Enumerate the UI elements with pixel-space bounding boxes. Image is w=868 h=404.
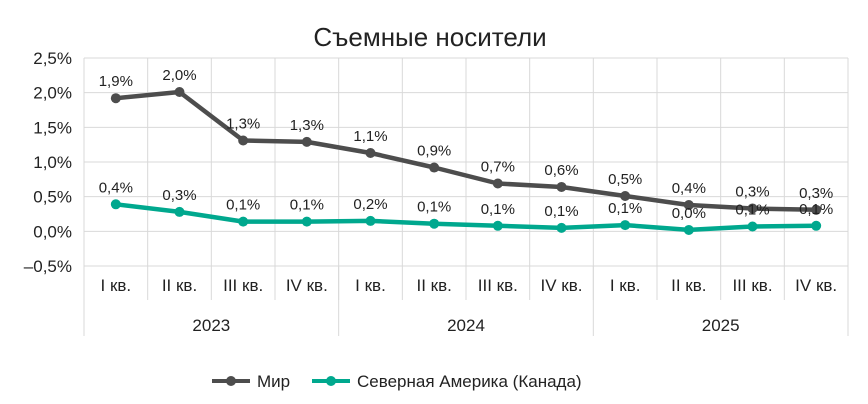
data-label: 0,5% [608,171,642,188]
data-point [429,162,440,173]
data-point [365,147,376,158]
series-line-0 [113,89,819,213]
x-category-label: III кв. [732,276,772,295]
data-label: 0,9% [417,143,451,160]
data-label: 0,2% [353,196,387,213]
data-label: 0,1% [735,201,769,218]
legend-label: Северная Америка (Канада) [357,372,582,391]
x-category-label: II кв. [416,276,451,295]
data-label: 1,1% [353,128,387,145]
legend-swatch-marker [326,376,336,386]
data-label: 0,1% [799,201,833,218]
data-point [620,220,631,231]
x-group-label: 2025 [702,316,740,335]
data-point [110,199,121,210]
data-point [492,220,503,231]
x-group-label: 2023 [192,316,230,335]
legend: Мир Северная Америка (Канада) [212,372,582,391]
data-point [556,222,567,233]
axes: 2,5% 2,0% 1,5% 1,0% 0,5% 0,0% –0,5% I кв. II кв.… [24,49,849,336]
data-point [683,199,694,210]
x-category-label: II кв. [162,276,197,295]
x-category-label: III кв. [478,276,518,295]
data-label: 0,1% [608,200,642,217]
series-layer [110,86,822,235]
data-point [747,221,758,232]
data-point [365,215,376,226]
grid [83,57,849,267]
x-category-label: I кв. [101,276,132,295]
data-point [747,203,758,214]
data-point [811,220,822,231]
data-label: 0,1% [481,201,515,218]
data-point [238,216,249,227]
data-point [238,135,249,146]
y-tick-label: 0,0% [33,222,72,241]
data-label: 0,3% [799,185,833,202]
data-point [110,93,121,104]
data-label: 0,4% [672,180,706,197]
y-tick-label: –0,5% [24,257,72,276]
y-tick-label: 0,5% [33,188,72,207]
data-point [683,224,694,235]
legend-label: Мир [257,372,290,391]
y-tick-label: 2,5% [33,49,72,68]
data-labels: 1,9% 2,0% 1,3% 1,3% 1,1% 0,9% 0,7% 0,6% 0,5% 0,4%… [99,67,834,222]
x-group-label: 2024 [447,316,485,335]
data-label: 0,6% [544,162,578,179]
data-label: 2,0% [162,67,196,84]
x-category-label: I кв. [355,276,386,295]
data-label: 1,3% [290,117,324,134]
data-point [174,86,185,97]
x-category-label: II кв. [671,276,706,295]
y-tick-label: 1,0% [33,153,72,172]
chart-title: Съемные носители [313,22,546,52]
data-point [301,216,312,227]
data-label: 0,4% [99,179,133,196]
data-label: 0,3% [735,183,769,200]
legend-item: Мир [212,372,290,391]
data-point [301,136,312,147]
data-label: 1,9% [99,73,133,90]
data-label: 0,0% [672,205,706,222]
data-label: 0,1% [544,203,578,220]
data-label: 0,1% [417,199,451,216]
legend-item: Северная Америка (Канада) [312,372,582,391]
data-point [811,204,822,215]
x-category-label: IV кв. [795,276,837,295]
x-category-label: IV кв. [286,276,328,295]
data-label: 0,1% [290,197,324,214]
data-point [429,218,440,229]
data-point [620,190,631,201]
x-category-label: I кв. [610,276,641,295]
x-category-label: IV кв. [541,276,583,295]
data-point [174,206,185,217]
data-point [492,178,503,189]
x-category-label: III кв. [223,276,263,295]
legend-swatch-marker [226,376,236,386]
y-tick-label: 2,0% [33,84,72,103]
data-label: 0,3% [162,187,196,204]
data-point [556,181,567,192]
data-label: 0,1% [226,197,260,214]
series-line-1 [113,202,819,233]
y-tick-label: 1,5% [33,118,72,137]
data-label: 0,7% [481,158,515,175]
data-label: 1,3% [226,116,260,133]
